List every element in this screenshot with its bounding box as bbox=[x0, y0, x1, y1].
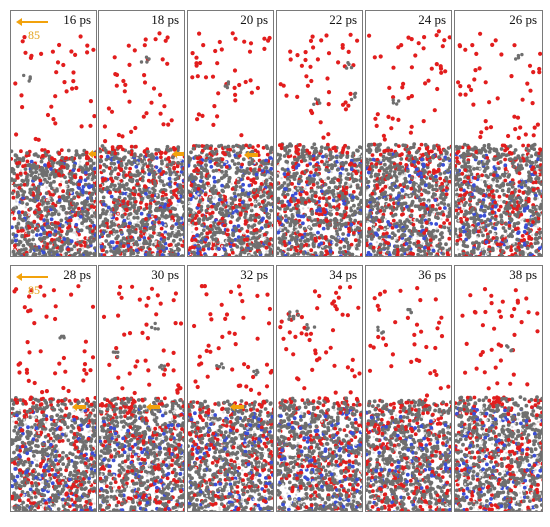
snapshot-panel: 28 ps 85 bbox=[10, 265, 97, 512]
time-label: 38 ps bbox=[509, 267, 537, 282]
solid-slab bbox=[277, 142, 362, 256]
time-label: 16 ps bbox=[63, 12, 91, 27]
time-label: 20 ps bbox=[240, 12, 268, 27]
gas-phase-oxygen bbox=[101, 284, 184, 396]
snapshot-panel: 30 ps bbox=[98, 265, 185, 512]
scale-value: 85 bbox=[28, 283, 40, 297]
snapshot-panel: 20 ps bbox=[187, 10, 274, 257]
time-label: 22 ps bbox=[329, 12, 357, 27]
solid-slab bbox=[188, 399, 273, 511]
solid-slab bbox=[277, 396, 362, 511]
solid-slab bbox=[99, 144, 184, 256]
time-label: 26 ps bbox=[509, 12, 537, 27]
solid-slab bbox=[99, 396, 184, 511]
snapshot-panel: 16 ps 85 bbox=[10, 10, 97, 257]
snapshot-panel: 22 ps bbox=[276, 10, 363, 257]
molecular-snapshot bbox=[366, 286, 451, 511]
molecular-snapshot bbox=[188, 284, 273, 511]
gas-phase-oxygen bbox=[12, 284, 96, 395]
scale-value: 85 bbox=[28, 28, 40, 42]
solid-slab bbox=[455, 395, 542, 511]
gas-phase-oxygen bbox=[278, 32, 360, 140]
gas-phase-oxygen bbox=[102, 31, 174, 144]
time-label: 32 ps bbox=[240, 267, 268, 282]
solid-slab bbox=[455, 142, 542, 256]
snapshot-panel: 24 ps bbox=[365, 10, 452, 257]
snapshot-panel: 26 ps bbox=[454, 10, 543, 257]
molecular-snapshot bbox=[11, 34, 96, 256]
solid-slab bbox=[11, 148, 96, 256]
solid-slab bbox=[366, 398, 451, 511]
molecular-snapshot bbox=[99, 284, 184, 511]
molecular-snapshot bbox=[277, 285, 362, 511]
solid-slab bbox=[11, 395, 96, 511]
scale-arrow: 85 bbox=[16, 269, 50, 297]
molecular-snapshot bbox=[11, 284, 96, 511]
molecular-snapshot bbox=[277, 32, 362, 256]
scale-arrow: 85 bbox=[16, 14, 50, 42]
snapshot-panel: 38 ps bbox=[454, 265, 543, 512]
molecular-snapshot bbox=[188, 31, 273, 256]
snapshot-panel: 32 ps bbox=[187, 265, 274, 512]
molecular-snapshot bbox=[455, 287, 542, 511]
gas-phase-oxygen bbox=[367, 286, 451, 398]
time-label: 30 ps bbox=[151, 267, 179, 282]
time-label: 24 ps bbox=[418, 12, 446, 27]
molecular-snapshot bbox=[99, 31, 184, 256]
snapshot-panel: 18 ps bbox=[98, 10, 185, 257]
gas-phase-oxygen bbox=[190, 31, 272, 138]
solid-slab bbox=[366, 142, 451, 256]
snapshot-panel: 36 ps bbox=[365, 265, 452, 512]
molecular-snapshot bbox=[366, 29, 451, 256]
solid-slab bbox=[188, 143, 273, 256]
gas-phase-oxygen bbox=[460, 287, 540, 391]
gas-phase-oxygen bbox=[456, 31, 542, 140]
gas-phase-oxygen bbox=[278, 285, 362, 395]
snapshot-panel: 34 ps bbox=[276, 265, 363, 512]
time-label: 18 ps bbox=[151, 12, 179, 27]
time-label: 28 ps bbox=[63, 267, 91, 282]
gas-phase-oxygen bbox=[13, 34, 96, 142]
molecular-snapshot bbox=[455, 31, 542, 256]
gas-phase-oxygen bbox=[192, 284, 273, 396]
time-label: 34 ps bbox=[329, 267, 357, 282]
time-label: 36 ps bbox=[418, 267, 446, 282]
gas-phase-oxygen bbox=[367, 29, 451, 142]
